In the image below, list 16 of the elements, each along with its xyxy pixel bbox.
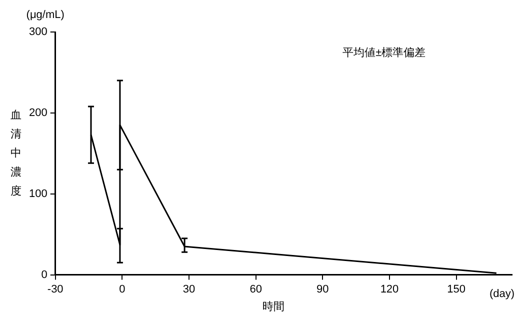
text: (day)	[489, 288, 515, 300]
text: (μg/mL)	[26, 9, 64, 22]
x-tick-label: 150	[447, 283, 466, 296]
x-axis-title: 時間	[262, 300, 285, 314]
y-axis-title: 血清中濃度	[10, 109, 22, 198]
x-tick-label: -30	[47, 283, 64, 296]
annotation: 平均値±標準偏差	[342, 47, 426, 60]
y-tick-label: 100	[28, 188, 48, 200]
x-tick-label: 90	[316, 283, 329, 296]
y-tick-label: 200	[28, 106, 48, 119]
y-tick-label: 0	[41, 268, 48, 281]
x-tick-label: 0	[119, 283, 126, 296]
x-tick-label: 30	[182, 283, 196, 296]
y-tick-label: 300	[28, 26, 48, 38]
x-tick-label: 60	[250, 283, 262, 296]
x-tick-label: 120	[380, 283, 399, 296]
